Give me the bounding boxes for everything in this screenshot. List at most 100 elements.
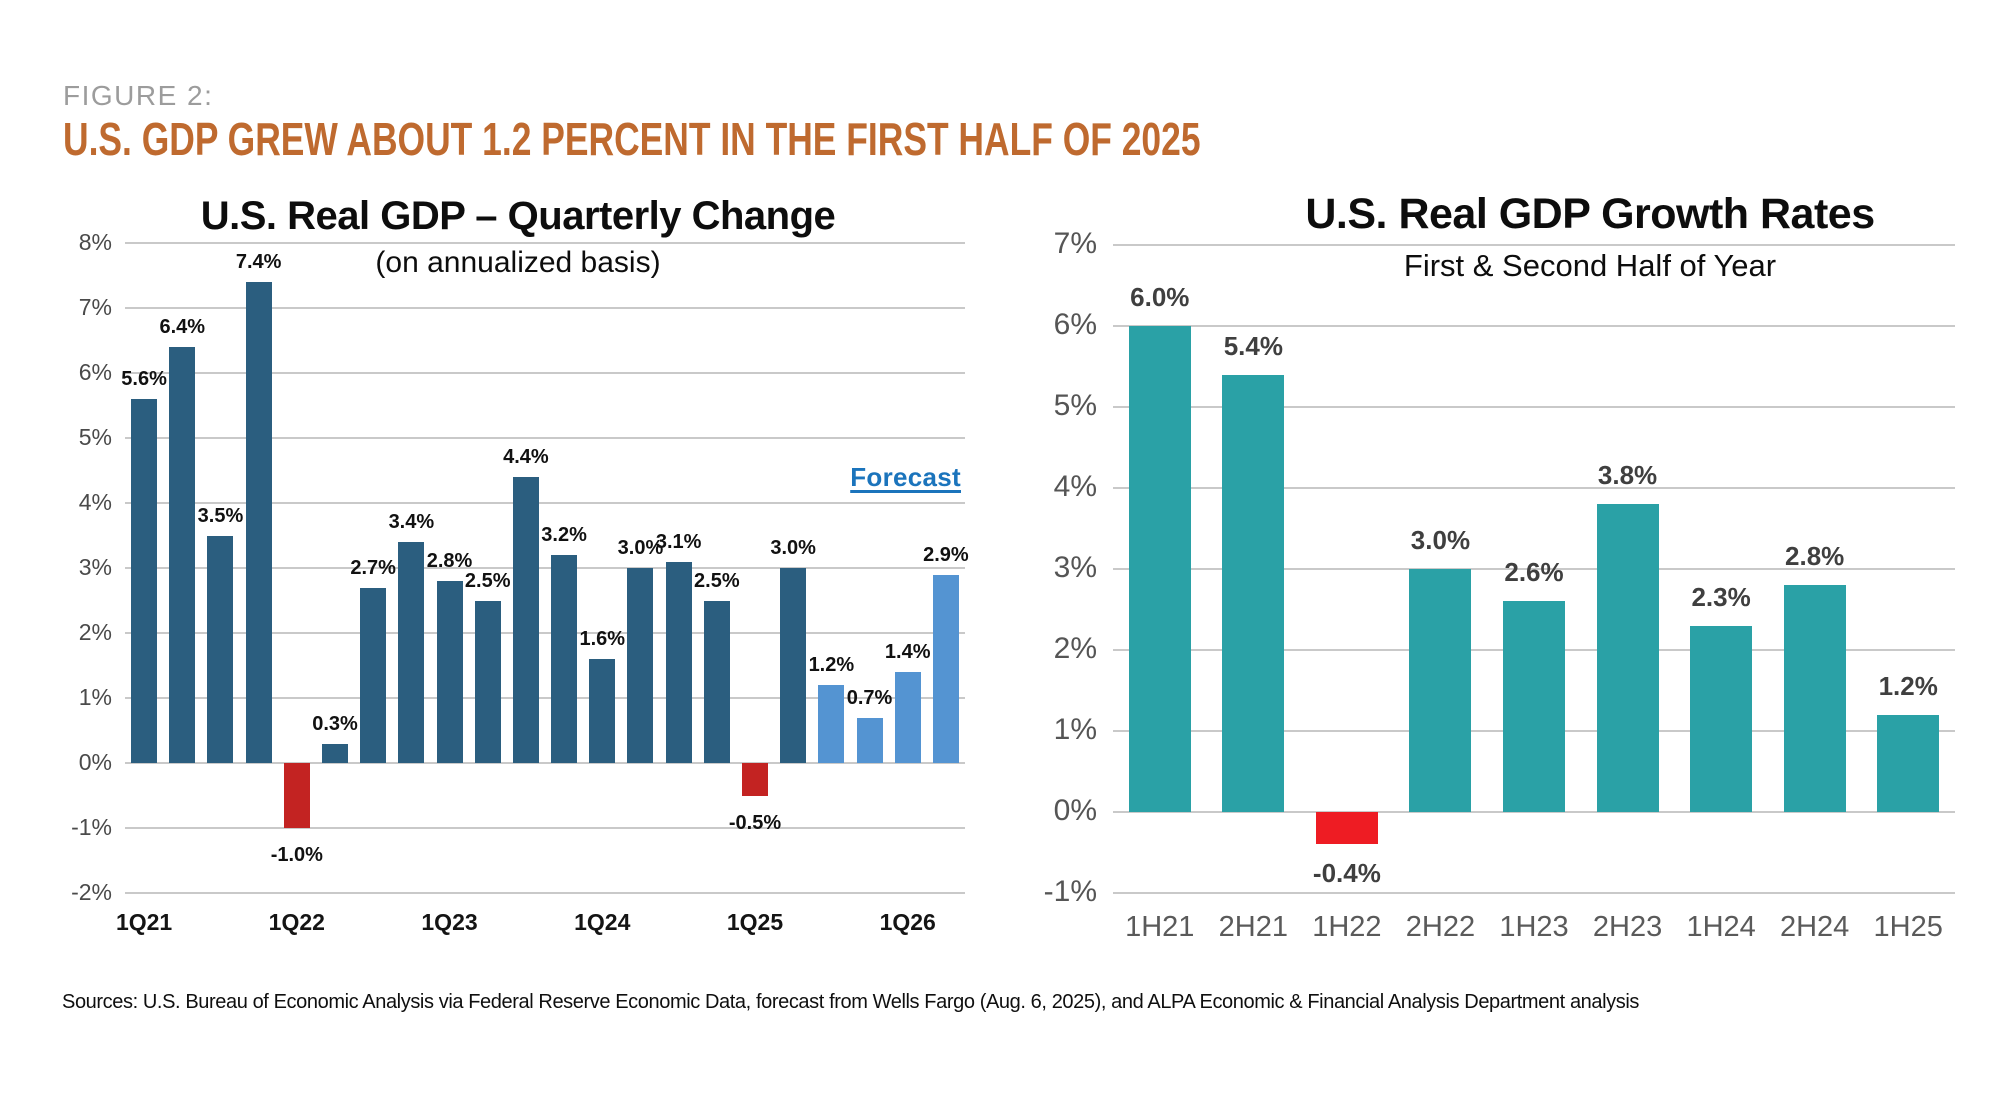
- bar-value-label: 3.1%: [655, 530, 702, 553]
- y-tick-label: 0%: [78, 749, 112, 775]
- x-axis-label: 1H25: [1873, 911, 1943, 943]
- y-tick-label: 4%: [1053, 470, 1097, 503]
- bar-forecast: [856, 717, 883, 763]
- x-axis-label: 1Q25: [726, 909, 784, 935]
- gridline: [125, 502, 965, 504]
- x-axis-label: 1Q21: [115, 909, 173, 935]
- x-axis-label: 1H23: [1499, 911, 1569, 943]
- bar-actual: [436, 581, 463, 763]
- gridline: [125, 762, 965, 764]
- gridline: [1113, 325, 1955, 327]
- y-tick-label: 3%: [78, 554, 112, 580]
- bar-actual: [589, 659, 616, 763]
- bar-value-label: 6.4%: [159, 316, 206, 338]
- bar-value-label: 3.4%: [388, 511, 435, 533]
- y-tick-label: -2%: [71, 879, 112, 905]
- gridline: [125, 372, 965, 374]
- y-tick-label: 7%: [78, 294, 112, 320]
- bar-value-label: -0.5%: [728, 811, 782, 834]
- gridline: [1113, 487, 1955, 489]
- half-year-chart-title: U.S. Real GDP Growth Rates: [1305, 190, 1875, 238]
- bar-value-label: 2.5%: [464, 569, 511, 592]
- bar-half: [1690, 625, 1753, 812]
- y-tick-label: 2%: [78, 619, 112, 645]
- bar-actual: [780, 568, 807, 763]
- gridline: [125, 437, 965, 439]
- x-axis-label: 2H21: [1218, 911, 1288, 943]
- bar-forecast: [894, 672, 921, 763]
- bar-value-label: 0.7%: [846, 686, 893, 709]
- bar-negative: [742, 763, 768, 796]
- bar-actual: [551, 555, 578, 763]
- y-tick-label: 3%: [1053, 551, 1097, 584]
- bar-actual: [703, 600, 730, 763]
- quarterly-chart-title: U.S. Real GDP – Quarterly Change: [200, 194, 836, 238]
- gridline: [1113, 568, 1955, 570]
- bar-forecast: [818, 685, 845, 763]
- bar-value-label: 2.6%: [1504, 557, 1564, 588]
- bar-half: [1409, 569, 1472, 812]
- bar-value-label: 1.2%: [808, 654, 855, 676]
- x-axis-label: 1Q26: [879, 909, 936, 935]
- bar-value-label: 2.5%: [694, 569, 740, 592]
- bar-forecast: [932, 574, 959, 763]
- bar-negative: [1315, 812, 1378, 845]
- x-axis-label: 1H24: [1686, 911, 1756, 943]
- gridline: [125, 242, 965, 244]
- bar-value-label: 6.0%: [1130, 282, 1190, 312]
- y-tick-label: -1%: [1043, 875, 1097, 908]
- gridline: [1113, 244, 1955, 246]
- gridline: [125, 307, 965, 309]
- bar-value-label: 3.0%: [770, 537, 816, 559]
- bar-value-label: 2.7%: [350, 556, 396, 579]
- sources-note: Sources: U.S. Bureau of Economic Analysi…: [62, 991, 1639, 1013]
- bar-value-label: 3.2%: [541, 524, 587, 546]
- bar-value-label: 1.2%: [1878, 670, 1938, 701]
- figure-headline: U.S. GDP GREW ABOUT 1.2 PERCENT IN THE F…: [63, 113, 1201, 165]
- bar-half: [1503, 601, 1565, 812]
- x-axis-label: 1Q22: [268, 909, 325, 935]
- gridline: [1113, 811, 1955, 813]
- bar-value-label: 2.8%: [1785, 541, 1845, 572]
- bar-value-label: 1.6%: [579, 628, 626, 650]
- bar-value-label: 2.8%: [426, 550, 473, 572]
- bar-half: [1877, 714, 1940, 812]
- y-tick-label: 4%: [78, 489, 112, 515]
- gridline: [125, 892, 965, 894]
- bar-value-label: 2.9%: [923, 543, 969, 566]
- gridline: [125, 827, 965, 829]
- y-tick-label: 1%: [1053, 713, 1097, 746]
- bar-actual: [474, 600, 501, 763]
- figure-number-label: FIGURE 2:: [63, 80, 214, 111]
- bar-value-label: 7.4%: [235, 251, 282, 273]
- y-tick-label: 5%: [1053, 389, 1097, 422]
- bar-value-label: -0.4%: [1312, 858, 1381, 889]
- x-axis-label: 1Q24: [574, 909, 631, 935]
- bar-actual: [207, 535, 234, 763]
- y-tick-label: 6%: [78, 359, 112, 385]
- bar-actual: [169, 347, 196, 763]
- bar-actual: [322, 743, 348, 763]
- x-axis-label: 2H22: [1405, 911, 1476, 943]
- bar-half: [1783, 585, 1846, 812]
- x-axis-label: 1H21: [1125, 911, 1195, 943]
- bar-value-label: 3.8%: [1597, 460, 1658, 491]
- quarterly-gdp-chart: Forecast 8% 7% 6% 5% 4% 3% 2% 1% 0% -1% -2% 5.6% 6.4…: [71, 229, 969, 935]
- bar-negative: [283, 763, 310, 828]
- bar-half: [1222, 374, 1285, 812]
- bar-actual: [398, 542, 425, 763]
- bar-value-label: 1.4%: [884, 641, 931, 663]
- gridline: [125, 632, 965, 634]
- bar-actual: [131, 399, 158, 763]
- gridline: [125, 567, 965, 569]
- y-tick-label: 6%: [1053, 308, 1097, 341]
- bar-value-label: 3.5%: [197, 504, 244, 527]
- x-axis-label: 2H23: [1592, 911, 1663, 943]
- bar-value-label: 3.0%: [1410, 525, 1471, 555]
- bar-value-label: 3.0%: [617, 537, 664, 559]
- bar-actual: [360, 587, 387, 763]
- y-tick-label: -1%: [71, 814, 112, 840]
- bar-half: [1128, 326, 1191, 812]
- bar-actual: [245, 282, 272, 763]
